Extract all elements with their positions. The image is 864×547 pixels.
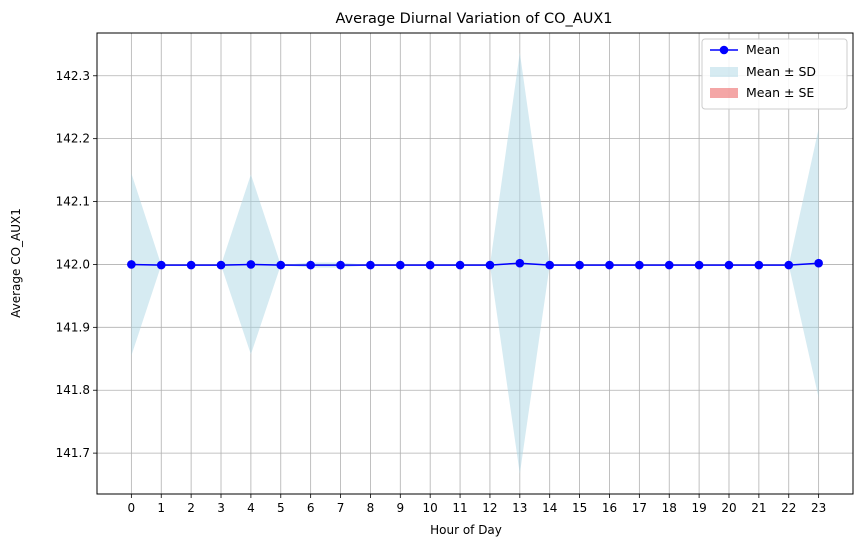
mean-marker (605, 260, 614, 270)
mean-marker (754, 260, 764, 270)
mean-marker (127, 260, 136, 269)
mean-line (131, 262, 819, 266)
mean-marker (156, 260, 166, 270)
x-tick-label: 23 (811, 501, 826, 515)
x-tick-label: 2 (187, 501, 195, 515)
mean-marker (784, 260, 794, 270)
legend-se-label: Mean ± SE (746, 85, 814, 100)
mean-marker (694, 260, 704, 270)
mean-marker (395, 260, 405, 270)
y-tick-label: 142.3 (56, 69, 90, 83)
x-tick-label: 22 (781, 501, 796, 515)
y-axis-ticks: 141.7 141.8 141.9 142.0 142.1 142.2 142.3 (56, 69, 97, 460)
legend-sd-swatch (710, 67, 738, 77)
y-tick-label: 141.8 (56, 383, 90, 397)
x-tick-label: 1 (157, 501, 165, 515)
y-tick-label: 141.9 (56, 320, 90, 334)
legend-mean-label: Mean (746, 42, 780, 57)
mean-marker (336, 260, 345, 270)
legend-se-swatch (710, 88, 738, 98)
x-tick-label: 20 (721, 501, 736, 515)
x-tick-label: 15 (572, 501, 587, 515)
y-tick-label: 142.0 (56, 257, 90, 271)
legend: Mean Mean ± SD Mean ± SE (701, 38, 848, 110)
mean-marker (664, 260, 674, 270)
y-tick-label: 142.1 (56, 195, 90, 209)
x-tick-label: 3 (217, 501, 225, 515)
mean-marker (276, 260, 286, 270)
x-tick-label: 0 (128, 501, 136, 515)
mean-marker (246, 260, 256, 269)
mean-marker (425, 260, 435, 270)
x-tick-label: 5 (277, 501, 285, 515)
x-tick-label: 18 (662, 501, 677, 515)
x-tick-label: 14 (542, 501, 557, 515)
sd-band (131, 52, 819, 474)
mean-marker (814, 258, 823, 268)
mean-marker (186, 260, 196, 270)
y-tick-label: 141.7 (56, 446, 90, 460)
y-axis-label: Average CO_AUX1 (9, 208, 23, 318)
x-tick-label: 10 (423, 501, 438, 515)
mean-marker (635, 260, 644, 270)
mean-marker (366, 260, 375, 270)
x-tick-label: 9 (396, 501, 404, 515)
x-tick-label: 12 (482, 501, 497, 515)
legend-mean-marker-swatch (719, 45, 729, 55)
legend-box (701, 38, 848, 110)
mean-marker (485, 260, 495, 270)
x-tick-label: 11 (452, 501, 467, 515)
chart-title: Average Diurnal Variation of CO_AUX1 (336, 11, 613, 27)
x-tick-label: 16 (602, 501, 617, 515)
mean-line-layer (127, 258, 823, 270)
x-axis-label: Hour of Day (430, 523, 502, 537)
mean-marker (515, 258, 525, 268)
mean-marker (724, 260, 734, 270)
x-tick-label: 21 (751, 501, 766, 515)
mean-marker (216, 260, 226, 270)
y-tick-label: 142.2 (56, 132, 90, 146)
mean-marker (575, 260, 584, 270)
x-tick-label: 7 (337, 501, 345, 515)
plot-frame (96, 32, 854, 495)
x-tick-label: 13 (512, 501, 527, 515)
mean-marker (306, 260, 315, 270)
sd-band-layer (131, 52, 819, 474)
mean-marker (455, 260, 465, 270)
legend-sd-label: Mean ± SD (746, 64, 816, 79)
x-tick-label: 8 (367, 501, 375, 515)
x-tick-label: 17 (632, 501, 647, 515)
x-tick-label: 4 (247, 501, 255, 515)
x-axis-ticks: 0 1 2 3 4 5 6 7 8 9 10 11 12 13 14 15 16 17 18 19 20 21 22 23 (128, 494, 826, 515)
mean-marker (545, 260, 555, 270)
x-tick-label: 19 (691, 501, 706, 515)
x-tick-label: 6 (307, 501, 315, 515)
